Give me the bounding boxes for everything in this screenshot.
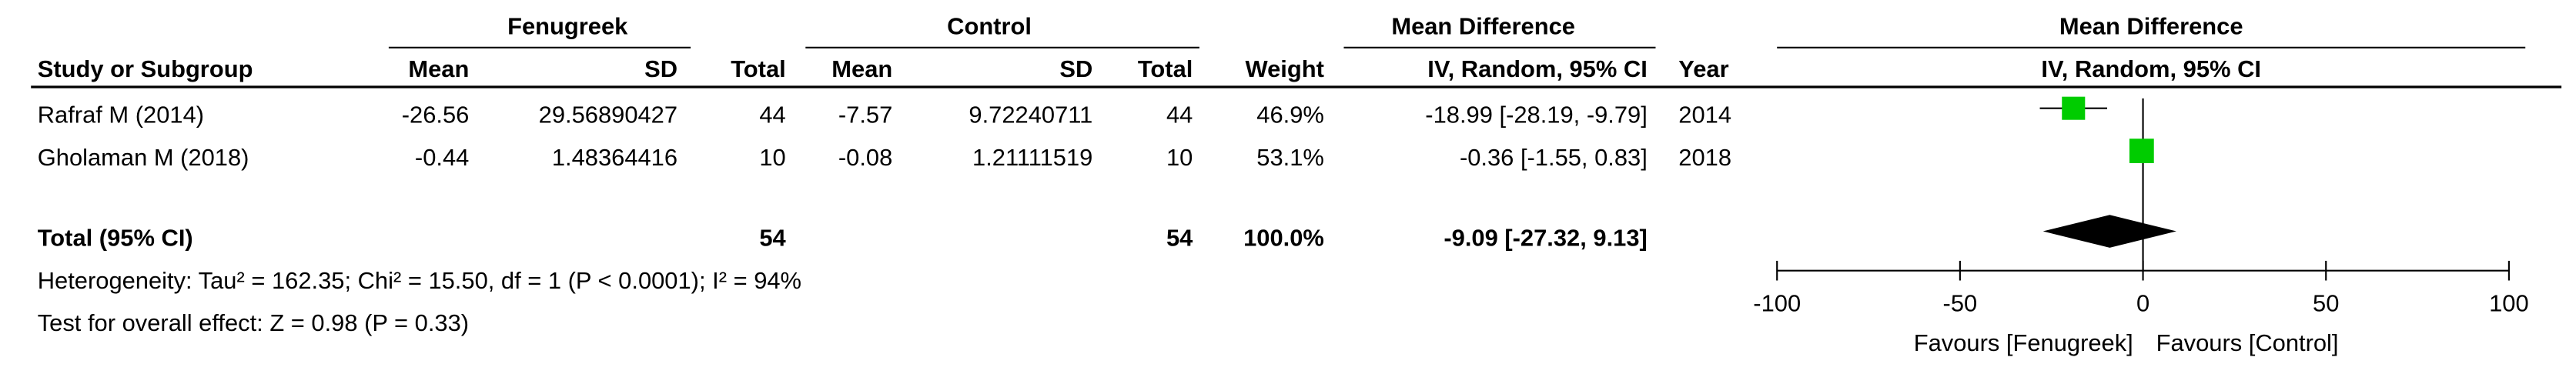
x-tick-label: -50 [1943, 290, 1978, 317]
column-header: Year [1678, 55, 1728, 82]
cell: 9.72240711 [969, 101, 1092, 128]
cell: 46.9% [1256, 101, 1324, 128]
column-header: Study or Subgroup [38, 55, 253, 82]
overall-effect: Test for overall effect: Z = 0.98 (P = 0… [38, 309, 469, 336]
study-name: Rafraf M (2014) [38, 101, 204, 128]
study-name: Total (95% CI) [38, 224, 193, 251]
cell: 44 [1166, 101, 1193, 128]
cell: -0.44 [415, 144, 469, 171]
x-tick-label: 100 [2489, 290, 2529, 317]
effect-square [2062, 96, 2086, 120]
group-header: Mean Difference [1391, 12, 1575, 39]
cell: 54 [1166, 224, 1193, 251]
cell: 10 [1166, 144, 1193, 171]
cell: 10 [759, 144, 785, 171]
x-tick-label: 0 [2136, 290, 2149, 317]
column-header: Weight [1246, 55, 1324, 82]
cell: -0.08 [838, 144, 892, 171]
heterogeneity: Heterogeneity: Tau² = 162.35; Chi² = 15.… [38, 267, 801, 294]
column-header: Mean [408, 55, 469, 82]
column-header: SD [644, 55, 677, 82]
study-name: Gholaman M (2018) [38, 144, 249, 171]
pooled-diamond [2042, 215, 2176, 248]
x-tick-label: -100 [1753, 290, 1801, 317]
cell: 1.21111519 [972, 144, 1092, 171]
favours-right: Favours [Control] [2156, 329, 2339, 356]
cell: 100.0% [1243, 224, 1324, 251]
cell: 29.56890427 [539, 101, 677, 128]
cell: 2014 [1678, 101, 1731, 128]
column-header: Total [731, 55, 786, 82]
effect-square [2129, 139, 2154, 163]
cell: 54 [759, 224, 786, 251]
cell: -9.09 [-27.32, 9.13] [1444, 224, 1647, 251]
column-header: Total [1138, 55, 1193, 82]
favours-left: Favours [Fenugreek] [1914, 329, 2133, 356]
cell: 53.1% [1256, 144, 1324, 171]
cell: -26.56 [402, 101, 470, 128]
column-header: IV, Random, 95% CI [1427, 55, 1648, 82]
group-header: Fenugreek [507, 12, 628, 39]
column-header: SD [1059, 55, 1092, 82]
plot-header: Mean Difference [2059, 12, 2243, 39]
plot-header: IV, Random, 95% CI [2041, 55, 2261, 82]
x-tick-label: 50 [2313, 290, 2339, 317]
cell: 1.48364416 [552, 144, 677, 171]
cell: -18.99 [-28.19, -9.79] [1425, 101, 1648, 128]
cell: 2018 [1678, 144, 1731, 171]
column-header: Mean [831, 55, 892, 82]
cell: 44 [759, 101, 785, 128]
cell: -0.36 [-1.55, 0.83] [1460, 144, 1648, 171]
cell: -7.57 [838, 101, 892, 128]
group-header: Control [947, 12, 1032, 39]
